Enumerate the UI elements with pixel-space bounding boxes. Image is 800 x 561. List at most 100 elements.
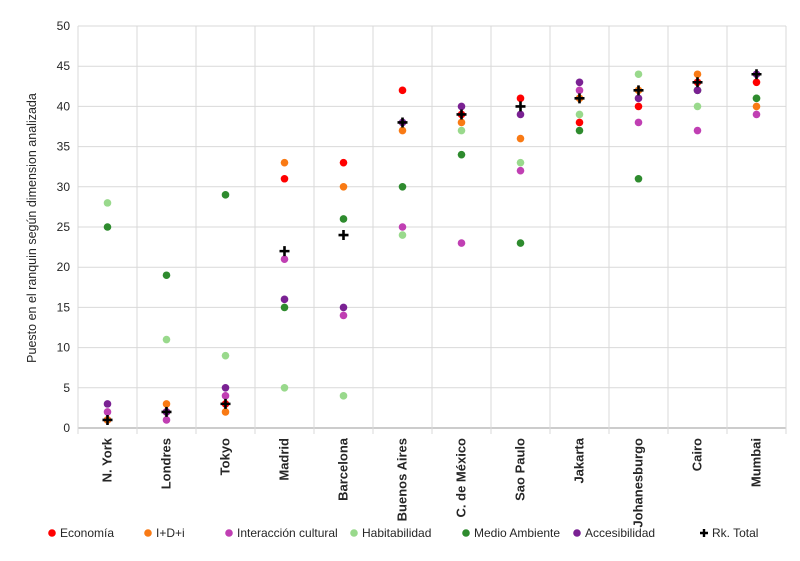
series-i-d-i xyxy=(103,70,761,424)
data-point xyxy=(634,102,643,111)
y-tick-label: 20 xyxy=(57,260,71,274)
data-point xyxy=(162,271,171,280)
data-point xyxy=(338,230,349,241)
data-point xyxy=(398,86,407,95)
data-point xyxy=(574,93,585,104)
legend-item: Medio Ambiente xyxy=(462,526,560,540)
data-point xyxy=(161,406,172,417)
data-point xyxy=(398,231,407,239)
data-point xyxy=(752,78,761,87)
legend-item: Economía xyxy=(48,526,114,540)
data-point xyxy=(751,69,762,80)
y-tick-label: 35 xyxy=(57,140,71,154)
data-point xyxy=(280,174,289,183)
y-tick-label: 50 xyxy=(57,19,71,33)
data-point xyxy=(280,303,289,312)
data-point xyxy=(575,78,584,87)
data-point xyxy=(339,303,348,312)
y-axis-title: Puesto en el ranquin según dimension ana… xyxy=(25,93,39,363)
category-separators xyxy=(77,26,787,434)
data-point xyxy=(515,101,526,112)
data-point xyxy=(221,191,230,199)
data-point xyxy=(221,384,230,392)
legend-item: I+D+i xyxy=(144,526,185,540)
data-point xyxy=(103,400,112,408)
data-point xyxy=(692,77,703,88)
legend-item: Interacción cultural xyxy=(225,526,338,540)
legend-item: Habitabilidad xyxy=(350,526,431,540)
legend-marker xyxy=(573,529,581,537)
legend-label: Accesibilidad xyxy=(585,526,655,540)
data-point xyxy=(575,126,584,135)
data-point xyxy=(634,118,643,127)
series-rk-total xyxy=(102,69,762,425)
data-point xyxy=(221,392,230,400)
legend-marker xyxy=(700,529,708,537)
series-medio-ambiente xyxy=(103,86,761,312)
y-axis-ticks: 0 5 10 15 20 25 30 35 40 45 50 xyxy=(57,19,71,435)
data-point xyxy=(280,158,289,167)
data-point xyxy=(575,86,584,95)
data-point xyxy=(162,335,171,344)
legend-label: Economía xyxy=(60,526,114,540)
data-point xyxy=(398,183,407,191)
data-point xyxy=(103,199,112,207)
data-point xyxy=(339,215,348,223)
data-point xyxy=(398,126,407,135)
legend-label: Habitabilidad xyxy=(362,526,431,540)
data-point xyxy=(398,223,407,231)
legend-label: Interacción cultural xyxy=(237,526,338,540)
data-point xyxy=(516,166,525,175)
x-category-label: Jakarta xyxy=(572,437,587,483)
x-category-label: Madrid xyxy=(277,438,292,481)
y-tick-label: 15 xyxy=(57,300,71,314)
x-axis-categories: N. York Londres Tokyo Madrid Barcelona Buenos… xyxy=(100,437,764,527)
legend-marker xyxy=(225,529,233,537)
data-point xyxy=(339,183,348,191)
data-point xyxy=(693,86,702,95)
x-category-label: Cairo xyxy=(690,438,705,471)
data-point xyxy=(162,416,171,424)
x-category-label: Mumbai xyxy=(749,438,764,487)
x-category-label: C. de México xyxy=(454,438,469,518)
data-point xyxy=(516,134,525,143)
data-point xyxy=(162,400,171,408)
data-point xyxy=(752,94,761,103)
data-point xyxy=(457,239,466,247)
legend-marker xyxy=(350,529,358,537)
data-point xyxy=(220,398,231,409)
legend: Economía I+D+i Interacción cultural Habitab… xyxy=(48,526,758,540)
x-category-label: Sao Paulo xyxy=(513,438,528,501)
legend-label: Medio Ambiente xyxy=(474,526,560,540)
x-category-label: Buenos Aires xyxy=(395,438,410,521)
data-point xyxy=(516,110,525,119)
data-point xyxy=(103,223,112,231)
data-point xyxy=(279,246,290,257)
x-category-label: Tokyo xyxy=(218,438,233,475)
data-point xyxy=(221,351,230,360)
data-point xyxy=(634,94,643,103)
data-point xyxy=(752,110,761,119)
data-point xyxy=(339,311,348,320)
data-point xyxy=(634,174,643,183)
y-tick-label: 0 xyxy=(63,421,70,435)
data-point xyxy=(280,384,289,392)
data-point xyxy=(516,158,525,167)
data-point xyxy=(339,392,348,400)
y-tick-label: 10 xyxy=(57,341,71,355)
x-category-label: Londres xyxy=(159,438,174,489)
x-category-label: Johanesburgo xyxy=(631,438,646,528)
x-category-label: Barcelona xyxy=(336,437,351,501)
data-point xyxy=(397,117,408,128)
data-point xyxy=(339,158,348,167)
legend-marker xyxy=(48,529,56,537)
y-tick-label: 45 xyxy=(57,59,71,73)
data-point xyxy=(280,295,289,304)
data-point xyxy=(280,255,289,263)
legend-marker xyxy=(144,529,152,537)
data-point xyxy=(457,150,466,159)
data-point xyxy=(575,110,584,119)
data-point xyxy=(516,94,525,103)
data-point xyxy=(575,118,584,127)
